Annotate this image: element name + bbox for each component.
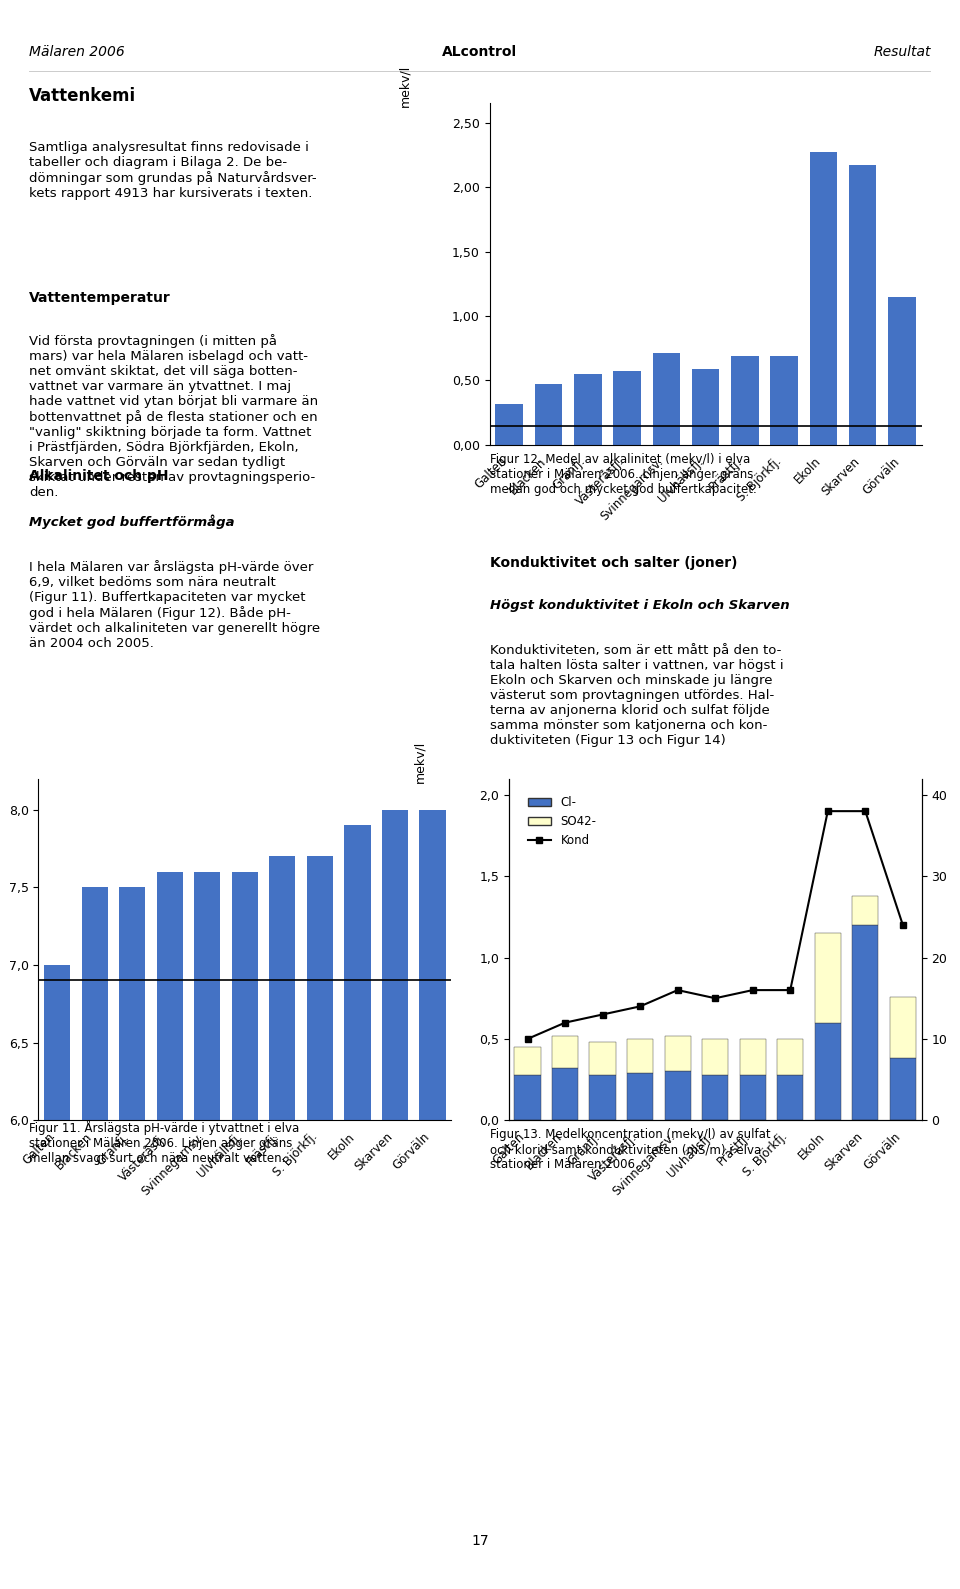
Text: Mycket god buffertförmåga: Mycket god buffertförmåga <box>29 515 234 529</box>
Bar <box>589 1042 615 1074</box>
Text: Högst konduktivitet i Ekoln och Skarven: Högst konduktivitet i Ekoln och Skarven <box>490 599 789 612</box>
Bar <box>888 297 916 445</box>
Bar <box>849 165 876 445</box>
Text: Vattenkemi: Vattenkemi <box>29 87 136 105</box>
Bar <box>739 1039 766 1074</box>
Bar <box>739 1074 766 1120</box>
Bar <box>420 810 445 1589</box>
Bar <box>770 356 798 445</box>
Bar <box>664 1036 691 1071</box>
Bar <box>495 404 523 445</box>
Bar <box>664 1071 691 1120</box>
Bar <box>702 1074 729 1120</box>
Text: Vid första provtagningen (i mitten på
mars) var hela Mälaren isbelagd och vatt-
: Vid första provtagningen (i mitten på ma… <box>29 334 318 499</box>
Text: Samtliga analysresultat finns redovisade i
tabeller och diagram i Bilaga 2. De b: Samtliga analysresultat finns redovisade… <box>29 141 317 200</box>
Bar <box>552 1068 578 1120</box>
Bar <box>552 1036 578 1068</box>
Bar <box>231 872 258 1589</box>
Bar <box>589 1074 615 1120</box>
Bar <box>156 872 182 1589</box>
Text: ALcontrol: ALcontrol <box>443 44 517 59</box>
Text: Figur 12. Medel av alkalinitet (mekv/l) i elva
stationer i Mälaren 2006. Linjen : Figur 12. Medel av alkalinitet (mekv/l) … <box>490 453 756 496</box>
Bar <box>732 356 758 445</box>
Y-axis label: mekv/l: mekv/l <box>398 65 412 108</box>
Bar <box>692 369 719 445</box>
Bar <box>627 1039 653 1073</box>
Text: Vattentemperatur: Vattentemperatur <box>29 291 171 305</box>
Legend: Cl-, SO42-, Kond: Cl-, SO42-, Kond <box>523 791 602 852</box>
Bar <box>119 887 145 1589</box>
Text: Resultat: Resultat <box>874 44 931 59</box>
Bar <box>809 153 837 445</box>
Text: I hela Mälaren var årslägsta pH-värde över
6,9, vilket bedöms som nära neutralt
: I hela Mälaren var årslägsta pH-värde öv… <box>29 561 320 650</box>
Text: Figur 11. Årslägsta pH-värde i ytvattnet i elva
stationer i Mälaren 2006. Linjen: Figur 11. Årslägsta pH-värde i ytvattnet… <box>29 1120 300 1165</box>
Bar <box>44 965 70 1589</box>
Bar <box>778 1074 804 1120</box>
Bar <box>702 1039 729 1074</box>
Text: Mälaren 2006: Mälaren 2006 <box>29 44 125 59</box>
Bar <box>890 996 916 1058</box>
Bar <box>82 887 108 1589</box>
Bar <box>778 1039 804 1074</box>
Bar <box>535 385 563 445</box>
Bar <box>613 372 641 445</box>
Bar <box>815 933 841 1023</box>
Bar <box>269 856 296 1589</box>
Bar <box>890 1058 916 1120</box>
Text: 17: 17 <box>471 1535 489 1548</box>
Bar <box>345 825 371 1589</box>
Bar <box>194 872 221 1589</box>
Text: Konduktivitet och salter (joner): Konduktivitet och salter (joner) <box>490 556 737 570</box>
Text: Alkalinitet och pH: Alkalinitet och pH <box>29 469 168 483</box>
Text: Konduktiviteten, som är ett mått på den to-
tala halten lösta salter i vattnen, : Konduktiviteten, som är ett mått på den … <box>490 642 783 747</box>
Bar <box>653 353 680 445</box>
Bar <box>815 1023 841 1120</box>
Bar <box>852 925 878 1120</box>
Text: Figur 13. Medelkoncentration (mekv/l) av sulfat
och klorid samt konduktiviteten : Figur 13. Medelkoncentration (mekv/l) av… <box>490 1128 770 1171</box>
Bar <box>574 373 602 445</box>
Bar <box>307 856 333 1589</box>
Bar <box>515 1047 540 1074</box>
Bar <box>852 896 878 925</box>
Bar <box>382 810 408 1589</box>
Y-axis label: mekv/l: mekv/l <box>413 740 426 783</box>
Bar <box>627 1073 653 1120</box>
Bar <box>515 1074 540 1120</box>
